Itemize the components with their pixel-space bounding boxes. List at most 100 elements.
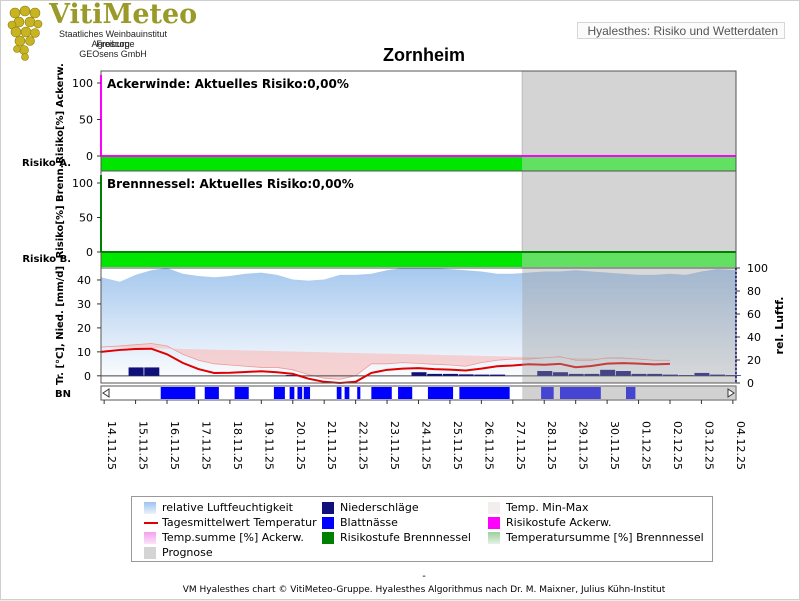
precip-bar bbox=[584, 373, 600, 376]
leafwet-bar bbox=[398, 387, 413, 399]
risk-panel-title: Brennnessel: Aktuelles Risiko:0,00% bbox=[107, 177, 354, 191]
leafwet-bar bbox=[459, 387, 510, 399]
legend-label: Blattnässe bbox=[340, 516, 398, 529]
precip-bar bbox=[427, 373, 443, 376]
prognose-region bbox=[522, 268, 736, 383]
prognose-region bbox=[522, 71, 736, 171]
risk-panel-title: Ackerwinde: Aktuelles Risiko:0,00% bbox=[107, 77, 349, 91]
left-tick-label: 40 bbox=[77, 274, 91, 287]
x-tick-label: 16.11.25 bbox=[168, 421, 181, 470]
legend-label: Tagesmittelwert Temperatur bbox=[162, 516, 317, 529]
x-tick-label: 28.11.25 bbox=[545, 421, 558, 470]
legend-swatch bbox=[488, 517, 500, 529]
precip-bar bbox=[474, 374, 490, 376]
precip-bar bbox=[631, 373, 647, 376]
precip-bar bbox=[694, 372, 710, 376]
legend-label: Prognose bbox=[162, 546, 213, 559]
precip-bar bbox=[710, 374, 726, 376]
precip-bar bbox=[725, 375, 741, 376]
x-tick-label: 14.11.25 bbox=[105, 421, 118, 470]
legend-label: Niederschläge bbox=[340, 501, 419, 514]
x-tick-label: 01.12.25 bbox=[640, 421, 653, 470]
x-tick-label: 02.12.25 bbox=[671, 421, 684, 470]
legend-label: relative Luftfeuchtigkeit bbox=[162, 501, 293, 514]
x-tick-label: 17.11.25 bbox=[199, 421, 212, 470]
x-tick-label: 04.12.25 bbox=[734, 421, 747, 470]
risk-bar bbox=[101, 157, 523, 171]
legend-label: Risikostufe Ackerw. bbox=[506, 516, 612, 529]
risk-row-label: Risiko A. bbox=[22, 158, 71, 169]
precip-bar bbox=[678, 375, 694, 376]
risk-bar-prognose bbox=[522, 253, 736, 267]
precip-bar bbox=[568, 373, 584, 376]
risk-tick-label: 50 bbox=[79, 212, 93, 225]
leafwet-bar bbox=[336, 387, 342, 399]
legend-swatch bbox=[144, 522, 158, 524]
chart-title: Zornheim bbox=[382, 45, 465, 65]
temp-mean-line bbox=[100, 347, 671, 385]
precip-bar bbox=[128, 367, 144, 376]
legend-label: Temp.summe [%] Ackerw. bbox=[162, 531, 304, 544]
left-tick-label: 20 bbox=[77, 322, 91, 335]
legend-swatch bbox=[488, 502, 500, 514]
precip-bar bbox=[442, 373, 458, 376]
scroll-right-icon bbox=[727, 388, 735, 398]
org-line-1: Staatliches Weinbauinstitut Freiburg bbox=[59, 29, 167, 49]
leafwet-bar bbox=[160, 387, 196, 399]
legend-swatch bbox=[144, 502, 156, 514]
risk-panel-brennnessel: 100 50 0 Brennnessel: Aktuelles Risiko:0,00… bbox=[22, 165, 737, 269]
leafwet-bar bbox=[541, 387, 554, 399]
leafwet-bar bbox=[357, 387, 361, 399]
precip-bar bbox=[144, 367, 160, 376]
right-tick-label: 80 bbox=[747, 285, 761, 298]
legend-swatch bbox=[322, 532, 334, 544]
risk-tick-label: 0 bbox=[86, 150, 93, 163]
risk-axis-label: Risiko[%] Brenn. bbox=[55, 165, 66, 259]
risk-bar bbox=[101, 253, 523, 267]
leafwet-bar bbox=[234, 387, 249, 399]
x-tick-label: 26.11.25 bbox=[482, 421, 495, 470]
leafwet-bar bbox=[273, 387, 285, 399]
leafwet-bar bbox=[303, 387, 311, 399]
temp-minmax-band bbox=[100, 343, 670, 380]
x-tick-label: 03.12.25 bbox=[702, 421, 715, 470]
org-line-3: GEOsens GmbH bbox=[79, 49, 147, 59]
precip-bar bbox=[647, 373, 663, 376]
grape-icon bbox=[7, 5, 43, 61]
x-tick-label: 30.11.25 bbox=[608, 421, 621, 470]
vitimeteo-logo: VitiMeteo Staatliches Weinbauinstitut Fr… bbox=[3, 0, 197, 63]
legend: relative Luftfeuchtigkeit Niederschläge Te… bbox=[131, 496, 713, 562]
leafwet-bar bbox=[297, 387, 303, 399]
right-tick-label: 0 bbox=[747, 377, 754, 390]
right-axis-label: rel. Luftf. bbox=[773, 297, 786, 355]
legend-label: Risikostufe Brennnessel bbox=[340, 531, 471, 544]
x-tick-label: 20.11.25 bbox=[294, 421, 307, 470]
x-tick-label: 21.11.25 bbox=[325, 421, 338, 470]
legend-swatch bbox=[144, 547, 156, 559]
left-tick-label: 0 bbox=[84, 370, 91, 383]
legend-label: Temp. Min-Max bbox=[506, 501, 589, 514]
x-tick-label: 15.11.25 bbox=[137, 421, 150, 470]
risk-row-label: Risiko B. bbox=[22, 254, 71, 265]
leafwet-bar bbox=[289, 387, 295, 399]
left-axis-label: Tr. [°C], Nied. [mm/d] bbox=[55, 266, 66, 385]
x-tick-label: 27.11.25 bbox=[514, 421, 527, 470]
x-tick-label: 25.11.25 bbox=[451, 421, 464, 470]
precip-bar bbox=[600, 369, 616, 376]
legend-swatch bbox=[322, 502, 334, 514]
risk-axis-label: Risiko[%] Ackerw. bbox=[55, 63, 66, 164]
precip-bar bbox=[537, 371, 553, 376]
legend-swatch bbox=[144, 532, 156, 544]
footer-dash: - bbox=[422, 571, 426, 582]
precip-bar bbox=[490, 374, 506, 376]
precip-bar bbox=[552, 372, 568, 376]
right-tick-label: 40 bbox=[747, 331, 761, 344]
risk-tick-label: 100 bbox=[72, 177, 93, 190]
precip-bar bbox=[411, 372, 427, 376]
precip-bar bbox=[615, 371, 631, 376]
precip-bar bbox=[285, 375, 301, 376]
left-tick-label: 10 bbox=[77, 346, 91, 359]
brand-name: VitiMeteo bbox=[49, 0, 198, 30]
app-title: Hyalesthes: Risiko und Wetterdaten bbox=[577, 22, 785, 39]
